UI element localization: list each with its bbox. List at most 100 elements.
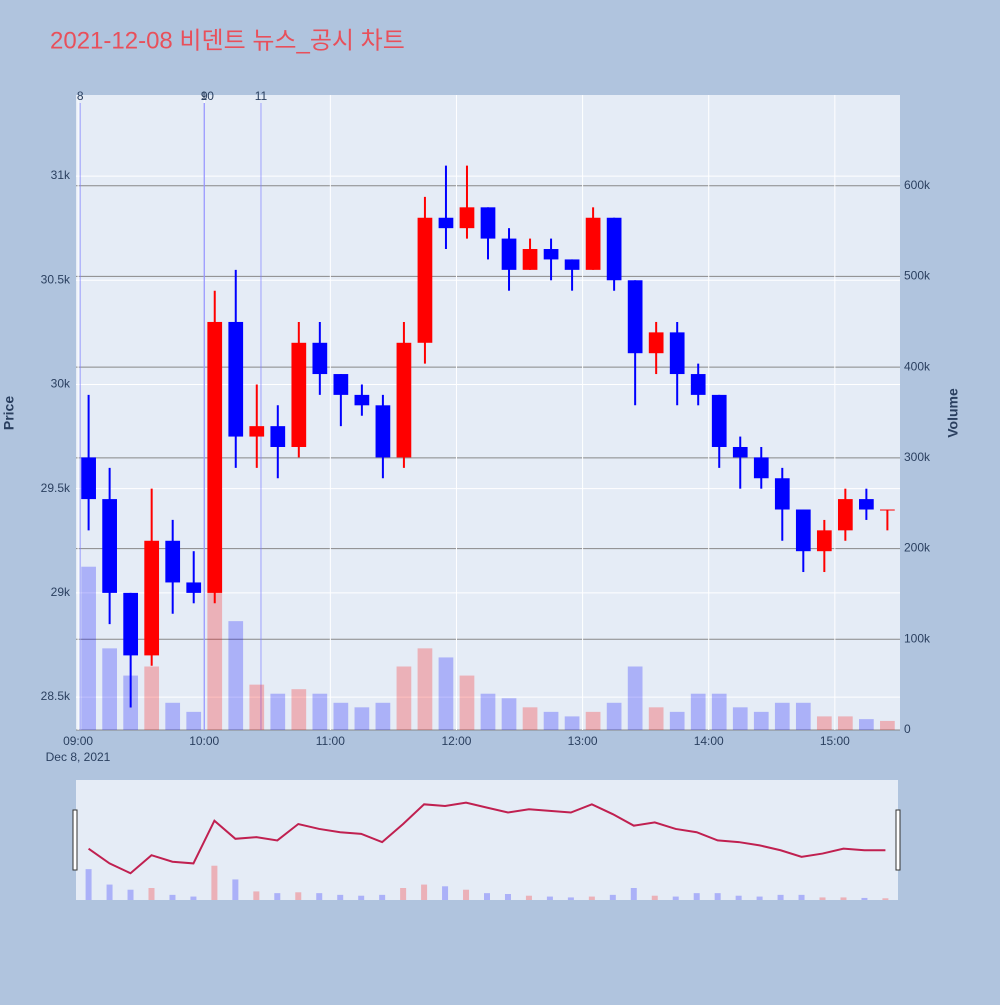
candle-body — [859, 499, 874, 510]
volume-bar — [333, 702, 349, 730]
slider-volume-bar — [337, 894, 344, 900]
slider-volume-bar — [630, 888, 637, 900]
volume-bar — [228, 621, 244, 730]
candle-body — [585, 217, 601, 270]
candle-body — [564, 259, 580, 270]
volume-bar — [186, 711, 202, 730]
y-tick-label: 28.5k — [41, 689, 71, 703]
slider-volume-bar — [484, 893, 490, 900]
slider-volume-bar — [651, 895, 658, 900]
candle-body — [690, 374, 706, 395]
candle-body — [333, 374, 349, 395]
volume-bar — [732, 707, 748, 730]
slider-volume-bar — [735, 895, 742, 900]
candle-body — [648, 332, 664, 354]
candle-body — [102, 499, 117, 593]
y-tick-label: 31k — [51, 168, 71, 182]
slider-handle[interactable] — [72, 809, 78, 871]
slider-volume-bar — [253, 891, 260, 900]
slider-volume-bar — [211, 865, 218, 900]
slider-volume-bar — [127, 889, 134, 900]
candle-body — [291, 342, 307, 447]
volume-bar — [459, 675, 475, 730]
slider-handle[interactable] — [895, 809, 901, 871]
volume-bar — [291, 689, 307, 730]
y2-tick-label: 200k — [904, 541, 931, 555]
slider-volume-bar — [609, 894, 616, 900]
slider-volume-bar — [169, 894, 176, 900]
y-tick-label: 30.5k — [41, 272, 71, 286]
volume-bar — [816, 716, 832, 730]
slider-volume-bar — [274, 893, 281, 900]
candle-body — [144, 540, 160, 656]
slider-volume-bar — [85, 869, 92, 900]
slider-volume-bar — [567, 897, 574, 900]
volume-bar — [711, 693, 727, 730]
candle-body — [459, 207, 475, 229]
slider-volume-bar — [777, 894, 784, 900]
x-tick-label: 12:00 — [441, 734, 471, 748]
volume-bar — [795, 702, 811, 730]
volume-bar — [543, 711, 559, 730]
volume-bar — [312, 693, 328, 730]
range-slider — [76, 780, 898, 900]
candle-body — [522, 249, 538, 270]
slider-volume-bar — [840, 897, 847, 900]
y2-tick-label: 300k — [904, 450, 931, 464]
candle-body — [438, 217, 454, 229]
slider-volume-bar — [861, 897, 868, 900]
candle-body — [417, 217, 433, 343]
volume-bar — [501, 698, 517, 730]
candle-body — [669, 332, 685, 375]
event-label: 10 — [201, 89, 215, 103]
volume-bar — [207, 548, 223, 730]
slider-volume-bar — [714, 893, 721, 900]
candle-body — [354, 394, 370, 406]
slider-volume-bar — [504, 894, 511, 900]
x-tick-label: 14:00 — [694, 734, 724, 748]
volume-bar — [564, 716, 580, 730]
slider-volume-bar — [358, 895, 365, 900]
slider-volume-bar — [148, 888, 155, 900]
slider-volume-bar — [379, 894, 386, 900]
volume-bar — [774, 702, 790, 730]
x-sublabel: Dec 8, 2021 — [46, 750, 111, 764]
volume-bar — [396, 666, 412, 730]
y-tick-label: 30k — [51, 377, 71, 391]
volume-bar — [606, 702, 622, 730]
volume-bar — [144, 666, 160, 730]
candle-body — [606, 217, 622, 281]
event-label: 11 — [255, 89, 268, 103]
volume-bar — [837, 716, 853, 730]
slider-volume-bar — [546, 896, 553, 900]
slider-volume-bar — [316, 893, 323, 900]
candle-body — [375, 405, 391, 458]
slider-volume-bar — [525, 895, 532, 900]
slider-volume-bar — [106, 884, 113, 900]
candle-body — [81, 457, 96, 500]
y-tick-label: 29k — [51, 585, 71, 599]
y2-tick-label: 0 — [904, 722, 911, 736]
x-tick-label: 11:00 — [316, 734, 345, 748]
candle-body — [501, 238, 517, 270]
candle-body — [627, 280, 643, 354]
volume-bar — [270, 693, 286, 730]
volume-bar — [249, 684, 265, 730]
volume-bar — [859, 719, 874, 730]
slider-volume-bar — [588, 896, 595, 900]
volume-bar — [627, 666, 643, 730]
volume-bar — [669, 711, 685, 730]
candle-body — [249, 426, 265, 437]
volume-bar — [438, 657, 454, 730]
volume-bar — [648, 707, 664, 730]
slider-volume-bar — [819, 897, 826, 900]
y2-tick-label: 600k — [904, 178, 931, 192]
event-label: 9 — [201, 89, 208, 103]
y-axis-title: Price — [1, 396, 17, 430]
y-tick-label: 29.5k — [41, 481, 71, 495]
candle-body — [543, 249, 559, 260]
chart-title: 2021-12-08 비덴트 뉴스_공시 차트 — [50, 27, 405, 54]
y2-tick-label: 100k — [904, 631, 931, 645]
slider-volume-bar — [190, 896, 197, 900]
volume-bar — [165, 702, 181, 730]
